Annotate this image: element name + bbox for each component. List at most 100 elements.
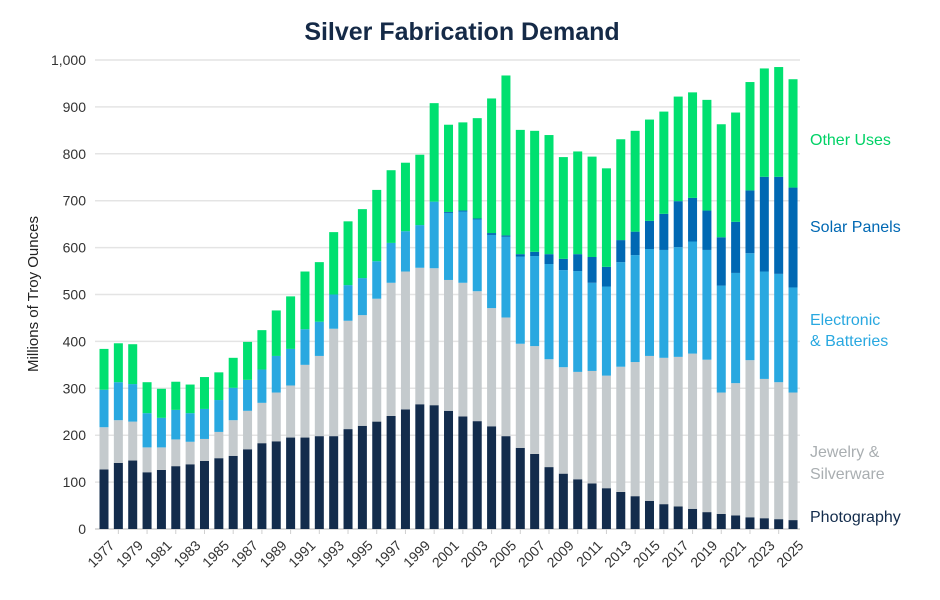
bar-segment-jewelry-silverware-2025 bbox=[788, 392, 798, 521]
legend-label-line: Solar Panels bbox=[810, 219, 901, 236]
bar-segment-other-uses-2002 bbox=[458, 122, 468, 211]
bar-segment-other-uses-2014 bbox=[630, 130, 640, 232]
bar-segment-photography-2007 bbox=[530, 453, 540, 529]
bar-segment-photography-2024 bbox=[774, 519, 784, 529]
bar-segment-photography-2008 bbox=[544, 467, 554, 529]
x-tick-label: 1981 bbox=[142, 537, 175, 570]
bar-segment-photography-2019 bbox=[702, 512, 712, 529]
bar-segment-photography-2021 bbox=[731, 515, 741, 529]
bar-segment-photography-1986 bbox=[228, 455, 238, 529]
y-tick-label: 200 bbox=[63, 427, 87, 443]
bar-segment-electronic-batteries-2017 bbox=[673, 247, 683, 357]
bar-segment-photography-2011 bbox=[587, 483, 597, 529]
bar-segment-jewelry-silverware-2009 bbox=[558, 367, 568, 474]
bar-segment-electronic-batteries-1991 bbox=[300, 329, 310, 365]
legend-label-photography: Photography bbox=[810, 509, 901, 526]
bar-segment-other-uses-1983 bbox=[185, 384, 195, 414]
bar-segment-jewelry-silverware-1987 bbox=[243, 410, 253, 450]
bar-segment-other-uses-1984 bbox=[199, 377, 209, 409]
bar-segment-jewelry-silverware-1983 bbox=[185, 441, 195, 465]
bar-segment-jewelry-silverware-2005 bbox=[501, 317, 511, 437]
bar-segment-solar-panels-2012 bbox=[601, 266, 611, 287]
bar-segment-other-uses-2011 bbox=[587, 156, 597, 257]
x-tick-label: 1995 bbox=[343, 537, 376, 570]
bar-segment-electronic-batteries-1997 bbox=[386, 242, 396, 283]
bar-segment-jewelry-silverware-2022 bbox=[745, 360, 755, 518]
bar-segment-jewelry-silverware-1978 bbox=[113, 420, 123, 463]
bar-segment-electronic-batteries-1978 bbox=[113, 382, 123, 421]
legend-label-line: Jewelry & bbox=[810, 444, 880, 461]
bar-segment-other-uses-2000 bbox=[429, 103, 439, 202]
legend-label-line: Silverware bbox=[810, 466, 885, 483]
bar-segment-other-uses-2004 bbox=[487, 98, 497, 234]
bar-segment-electronic-batteries-1993 bbox=[329, 294, 339, 329]
x-tick-label: 2021 bbox=[716, 537, 749, 570]
bar-segment-electronic-batteries-1981 bbox=[156, 417, 166, 448]
bar-segment-solar-panels-2024 bbox=[774, 176, 784, 274]
bar-segment-jewelry-silverware-1999 bbox=[415, 267, 425, 405]
bar-segment-jewelry-silverware-1988 bbox=[257, 402, 267, 444]
bar-segment-solar-panels-2025 bbox=[788, 187, 798, 288]
bar-segment-electronic-batteries-1983 bbox=[185, 413, 195, 442]
bar-segment-other-uses-2020 bbox=[716, 124, 726, 238]
bar-segment-photography-1988 bbox=[257, 443, 267, 529]
bar-segment-photography-2002 bbox=[458, 416, 468, 529]
x-tick-label: 1977 bbox=[84, 537, 117, 570]
bar-segment-electronic-batteries-2011 bbox=[587, 282, 597, 371]
bar-segment-electronic-batteries-1980 bbox=[142, 413, 152, 448]
x-tick-label: 2001 bbox=[429, 537, 462, 570]
bar-segment-jewelry-silverware-1998 bbox=[400, 271, 410, 410]
bar-segment-photography-1978 bbox=[113, 462, 123, 529]
bar-segment-other-uses-1987 bbox=[243, 341, 253, 380]
y-tick-label: 1,000 bbox=[51, 52, 86, 68]
bar-segment-jewelry-silverware-1997 bbox=[386, 282, 396, 416]
bar-segment-photography-2022 bbox=[745, 517, 755, 529]
bar-segment-electronic-batteries-2021 bbox=[731, 272, 741, 384]
bar-segment-electronic-batteries-2015 bbox=[644, 249, 654, 356]
x-tick-label: 1993 bbox=[314, 537, 347, 570]
bar-segment-photography-2014 bbox=[630, 496, 640, 529]
y-tick-label: 800 bbox=[63, 146, 87, 162]
y-tick-label: 900 bbox=[63, 99, 87, 115]
bar-segment-electronic-batteries-2003 bbox=[472, 219, 482, 292]
bar-segment-other-uses-1977 bbox=[99, 348, 109, 390]
bar-segment-solar-panels-2018 bbox=[688, 197, 698, 242]
bar-segment-other-uses-2025 bbox=[788, 79, 798, 188]
bar-segment-other-uses-1994 bbox=[343, 221, 353, 286]
bar-segment-other-uses-1992 bbox=[314, 262, 324, 322]
bar-segment-electronic-batteries-1984 bbox=[199, 408, 209, 439]
bar-segment-solar-panels-2020 bbox=[716, 237, 726, 286]
bar-segment-electronic-batteries-2013 bbox=[616, 262, 626, 367]
bar-segment-solar-panels-2016 bbox=[659, 213, 669, 250]
y-tick-label: 500 bbox=[63, 287, 87, 303]
bar-segment-photography-1994 bbox=[343, 429, 353, 529]
bar-segment-photography-2015 bbox=[644, 500, 654, 529]
bar-segment-photography-1982 bbox=[171, 466, 181, 529]
bar-segment-solar-panels-2015 bbox=[644, 220, 654, 250]
bar-segment-other-uses-1981 bbox=[156, 388, 166, 418]
bar-segment-other-uses-2007 bbox=[530, 130, 540, 252]
bar-segment-photography-2016 bbox=[659, 504, 669, 529]
y-tick-label: 300 bbox=[63, 380, 87, 396]
x-tick-label: 1987 bbox=[228, 537, 261, 570]
bar-segment-photography-1998 bbox=[400, 409, 410, 529]
bar-segment-jewelry-silverware-2013 bbox=[616, 366, 626, 492]
bar-segment-electronic-batteries-1990 bbox=[286, 348, 296, 386]
bar-segment-electronic-batteries-1979 bbox=[128, 384, 138, 422]
bar-segment-jewelry-silverware-2014 bbox=[630, 362, 640, 497]
bar-segment-electronic-batteries-1987 bbox=[243, 379, 253, 411]
bar-segment-jewelry-silverware-2015 bbox=[644, 355, 654, 501]
bar-segment-photography-1983 bbox=[185, 464, 195, 529]
bar-segment-solar-panels-2006 bbox=[515, 254, 525, 257]
bar-segment-other-uses-2009 bbox=[558, 157, 568, 259]
bar-segment-photography-1999 bbox=[415, 404, 425, 529]
bar-segment-solar-panels-2013 bbox=[616, 240, 626, 263]
bar-segment-electronic-batteries-2018 bbox=[688, 241, 698, 354]
bar-segment-other-uses-1995 bbox=[357, 209, 367, 279]
bar-segment-solar-panels-2022 bbox=[745, 190, 755, 254]
bar-segment-photography-1990 bbox=[286, 437, 296, 529]
bar-segment-other-uses-1989 bbox=[271, 310, 281, 356]
bar-segment-electronic-batteries-2024 bbox=[774, 273, 784, 383]
bar-segment-other-uses-2006 bbox=[515, 129, 525, 255]
bar-segment-other-uses-1990 bbox=[286, 296, 296, 349]
